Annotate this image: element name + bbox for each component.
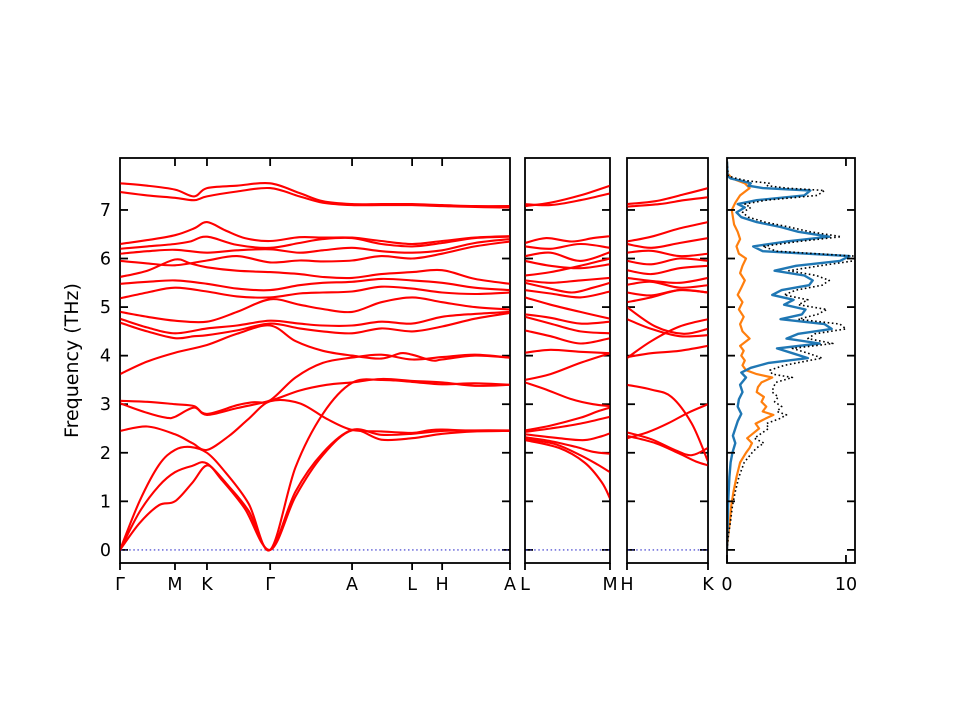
phonon-band-curve [525,432,610,442]
phonon-band-curve [627,237,708,249]
phonon-band-curve [525,439,610,500]
phonon-band-curve [627,221,708,243]
phonon-band-curve [627,403,708,440]
x-tick-label: K [201,575,213,595]
phonon-band-curve [525,257,610,277]
phonon-band-curve [120,277,510,292]
phonon-band-curve [525,251,610,262]
x-tick-label: 10 [835,575,857,595]
x-tick-label: 0 [721,575,732,595]
x-tick-label: Γ [265,575,275,595]
phonon-band-curve [525,352,610,381]
phonon-band-curve [525,259,610,270]
phonon-band-curve [525,276,610,284]
phonon-band-curve [120,296,510,324]
x-tick-label: H [620,575,633,595]
y-axis-label: Frequency (THz) [61,283,83,438]
phonon-band-curve [120,378,510,552]
axes-spine [119,157,511,564]
phonon-band-curve [120,398,510,452]
y-tick-label: 6 [100,250,111,270]
x-tick-label: A [346,575,358,595]
phonon-band-curve [627,431,708,457]
phonon-band-curve [120,311,510,340]
phonon-band-curve [525,348,610,355]
y-tick-label: 0 [100,541,111,561]
partial-dos-blue-curve [727,161,851,550]
phonon-band-curve [120,258,510,285]
y-tick-label: 1 [100,492,111,512]
phonon-band-curve [120,285,510,300]
y-tick-label: 7 [100,201,111,221]
phonon-band-curve [525,289,610,299]
phonon-band-curve [525,281,610,294]
phonon-band-curve [525,329,610,345]
phonon-band-curve [120,221,510,246]
phonon-band-curve [627,187,708,206]
phonon-band-curve [525,192,610,207]
phonon-band-curve [627,383,708,463]
phonon-band-curve [525,315,610,335]
phonon-band-curve [627,276,708,284]
phonon-band-curve [627,344,708,359]
phonon-band-curve [627,434,708,467]
phonon-band-curve [525,406,610,432]
axes-spine [524,157,611,564]
y-tick-label: 5 [100,298,111,318]
x-tick-label: L [407,575,417,595]
phonon-band-curve [525,438,610,474]
phonon-band-curve [627,280,708,289]
phonon-band-curve [525,235,610,244]
phonon-band-curve [525,436,610,455]
y-tick-label: 4 [100,347,111,367]
phonon-band-curve [120,235,510,250]
phonon-band-curve [525,313,610,325]
band-panel-main: 0 1 2 3 4 5 6 7 Γ M K Γ A L H A [100,157,516,595]
phonon-band-curve [627,288,708,304]
axes-spine [726,157,856,564]
phonon-band-curve [525,415,610,433]
phonon-band-curve [120,238,510,255]
phonon-band-curve [627,196,708,208]
x-tick-label: K [702,575,714,595]
phonon-band-curve [627,264,708,276]
phonon-band-curve [120,240,510,267]
phonon-band-curve [627,306,708,335]
y-tick-label: 2 [100,444,111,464]
phonon-band-curve [120,377,510,420]
phonon-band-curve [120,181,510,208]
x-tick-label: Γ [115,575,125,595]
phonon-band-curve [120,324,510,376]
x-tick-label: M [602,575,617,595]
x-tick-label: M [167,575,182,595]
phonon-band-curve [627,318,708,360]
x-tick-label: H [436,575,449,595]
phonon-band-curve [627,257,708,266]
phonon-band-curve [627,249,708,258]
phonon-band-curve [525,381,610,408]
partial-dos-orange-curve [727,161,775,550]
phonon-band-curve [120,310,510,335]
x-tick-label: A [504,575,516,595]
y-tick-label: 3 [100,395,111,415]
x-tick-label: L [520,575,530,595]
dos-panel: 0 10 [721,157,857,595]
phonon-band-curve [525,242,610,250]
phonon-band-curve [525,296,610,320]
axes-spine [626,157,709,564]
